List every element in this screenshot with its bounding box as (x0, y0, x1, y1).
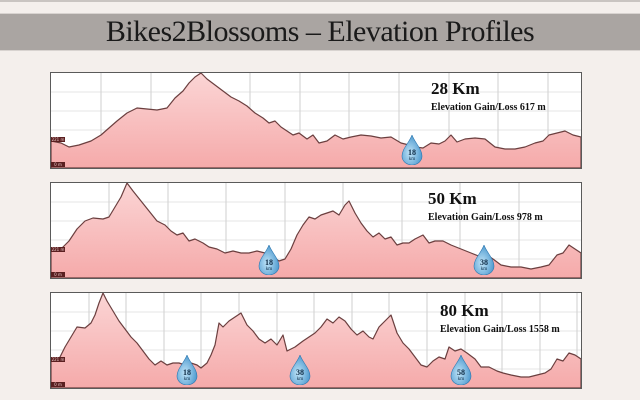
water-drop-icon (450, 355, 472, 385)
elevation-gain-label: Elevation Gain/Loss 1558 m (440, 324, 560, 335)
elevation-gain-label: Elevation Gain/Loss 978 m (428, 212, 543, 223)
y-axis-tag-top: 221 m (51, 247, 65, 252)
water-drop-icon (473, 245, 495, 275)
water-stop-unit: km (296, 377, 304, 382)
elevation-profile-28km (51, 73, 581, 168)
water-stop-38km[interactable]: 38 km (473, 245, 495, 275)
y-axis-tag-top: 221 m (51, 357, 65, 362)
water-drop-icon (176, 355, 198, 385)
y-axis-tag-top: 221 m (51, 137, 65, 142)
water-stop-km: 18 (408, 148, 416, 157)
water-drop-icon (289, 355, 311, 385)
elevation-chart-28km: 221 m 0 m 28 Km Elevation Gain/Loss 617 … (50, 72, 582, 169)
water-stop-km: 18 (265, 258, 273, 267)
y-axis-tag-bottom: 0 m (51, 272, 65, 277)
y-axis-tag-bottom: 0 m (51, 382, 65, 387)
water-stop-18km[interactable]: 18 km (401, 135, 423, 165)
water-stop-km: 18 (183, 368, 191, 377)
water-stop-58km[interactable]: 58 km (450, 355, 472, 385)
water-stop-unit: km (183, 377, 191, 382)
water-stop-unit: km (265, 267, 273, 272)
water-stop-km: 38 (296, 368, 304, 377)
water-stop-unit: km (457, 377, 465, 382)
water-stop-unit: km (408, 157, 416, 162)
water-stop-38km[interactable]: 38 km (289, 355, 311, 385)
water-stop-18km[interactable]: 18 km (258, 245, 280, 275)
elevation-profile-50km (51, 183, 581, 278)
water-stop-km: 58 (457, 368, 465, 377)
y-axis-tag-bottom: 0 m (51, 162, 65, 167)
water-stop-unit: km (480, 267, 488, 272)
page-title: Bikes2Blossoms – Elevation Profiles (105, 15, 535, 48)
distance-label: 50 Km (428, 189, 477, 208)
water-stop-km: 38 (480, 258, 488, 267)
distance-label: 80 Km (440, 301, 489, 320)
water-drop-icon (258, 245, 280, 275)
distance-label: 28 Km (431, 79, 480, 98)
elevation-chart-50km: 221 m 0 m 50 Km Elevation Gain/Loss 978 … (50, 182, 582, 279)
top-divider (0, 0, 640, 2)
elevation-chart-80km: 221 m 0 m 80 Km Elevation Gain/Loss 1558… (50, 292, 582, 389)
water-stop-18km[interactable]: 18 km (176, 355, 198, 385)
title-banner: Bikes2Blossoms – Elevation Profiles (0, 13, 640, 51)
elevation-gain-label: Elevation Gain/Loss 617 m (431, 102, 546, 113)
water-drop-icon (401, 135, 423, 165)
elevation-profile-80km (51, 293, 581, 388)
